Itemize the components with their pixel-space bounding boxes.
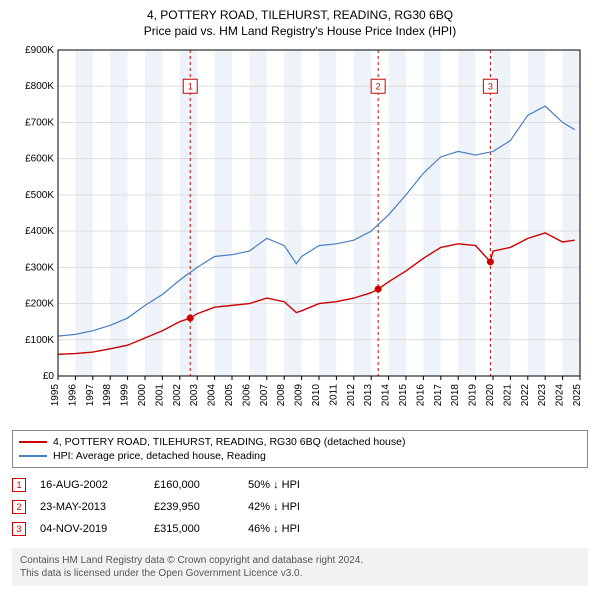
chart-title: 4, POTTERY ROAD, TILEHURST, READING, RG3…	[12, 8, 588, 22]
year-band	[145, 50, 162, 376]
legend-item: HPI: Average price, detached house, Read…	[19, 449, 581, 463]
year-band	[389, 50, 406, 376]
x-tick-label: 2023	[537, 384, 548, 407]
event-row-price: £315,000	[154, 523, 234, 535]
year-band	[423, 50, 440, 376]
x-tick-label: 2019	[468, 384, 479, 407]
year-band	[563, 50, 580, 376]
year-band	[249, 50, 266, 376]
x-tick-label: 2007	[259, 384, 270, 407]
legend: 4, POTTERY ROAD, TILEHURST, READING, RG3…	[12, 430, 588, 468]
legend-label: HPI: Average price, detached house, Read…	[53, 450, 266, 462]
x-tick-label: 2003	[189, 384, 200, 407]
event-row-marker: 1	[12, 478, 26, 492]
x-tick-label: 2000	[137, 384, 148, 407]
x-tick-label: 2010	[311, 384, 322, 407]
event-row-delta: 46% ↓ HPI	[248, 523, 338, 535]
year-band	[110, 50, 127, 376]
event-row: 2 23-MAY-2013 £239,950 42% ↓ HPI	[12, 496, 588, 518]
event-row-delta: 42% ↓ HPI	[248, 501, 338, 513]
event-row-date: 04-NOV-2019	[40, 523, 140, 535]
y-tick-label: £600K	[25, 154, 54, 165]
y-tick-label: £500K	[25, 190, 54, 201]
year-band	[458, 50, 475, 376]
y-tick-label: £400K	[25, 226, 54, 237]
footer-line-2: This data is licensed under the Open Gov…	[20, 567, 580, 580]
y-tick-label: £0	[43, 371, 55, 382]
y-tick-label: £200K	[25, 299, 54, 310]
event-marker-dot	[375, 286, 382, 293]
x-tick-label: 2017	[433, 384, 444, 407]
x-tick-label: 2004	[207, 384, 218, 407]
y-tick-label: £100K	[25, 335, 54, 346]
titles: 4, POTTERY ROAD, TILEHURST, READING, RG3…	[12, 8, 588, 38]
x-tick-label: 2015	[398, 384, 409, 407]
event-row: 3 04-NOV-2019 £315,000 46% ↓ HPI	[12, 518, 588, 540]
year-band	[319, 50, 336, 376]
event-row-delta: 50% ↓ HPI	[248, 479, 338, 491]
x-tick-label: 2009	[294, 384, 305, 407]
year-band	[284, 50, 301, 376]
legend-swatch	[19, 455, 47, 457]
x-tick-label: 1997	[85, 384, 96, 407]
event-row-date: 23-MAY-2013	[40, 501, 140, 513]
x-tick-label: 2011	[328, 384, 339, 406]
legend-swatch	[19, 441, 47, 443]
event-marker-dot	[487, 258, 494, 265]
x-tick-label: 2006	[241, 384, 252, 407]
x-tick-label: 2005	[224, 384, 235, 407]
x-tick-label: 2025	[572, 384, 583, 407]
year-band	[75, 50, 92, 376]
footer-note: Contains HM Land Registry data © Crown c…	[12, 548, 588, 586]
event-marker-number: 2	[376, 82, 381, 92]
event-row-date: 16-AUG-2002	[40, 479, 140, 491]
x-tick-label: 2016	[415, 384, 426, 407]
x-tick-label: 2018	[450, 384, 461, 407]
x-tick-label: 2020	[485, 384, 496, 407]
x-tick-label: 2013	[363, 384, 374, 407]
year-band	[528, 50, 545, 376]
events-table: 1 16-AUG-2002 £160,000 50% ↓ HPI 2 23-MAY-201…	[12, 474, 588, 540]
event-row-marker: 2	[12, 500, 26, 514]
year-band	[354, 50, 371, 376]
x-tick-label: 2012	[346, 384, 357, 407]
event-marker-number: 3	[488, 82, 493, 92]
chart-container: 4, POTTERY ROAD, TILEHURST, READING, RG3…	[0, 0, 600, 596]
x-tick-label: 1998	[102, 384, 113, 407]
footer-line-1: Contains HM Land Registry data © Crown c…	[20, 554, 580, 567]
event-row-price: £239,950	[154, 501, 234, 513]
legend-item: 4, POTTERY ROAD, TILEHURST, READING, RG3…	[19, 435, 581, 449]
event-marker-number: 1	[188, 82, 193, 92]
x-tick-label: 2022	[520, 384, 531, 407]
chart-area: £0 £100K £200K £300K £400K £500K £600K £700K £80…	[12, 44, 588, 424]
event-marker-dot	[187, 315, 194, 322]
chart-subtitle: Price paid vs. HM Land Registry's House …	[12, 24, 588, 38]
chart-svg: £0 £100K £200K £300K £400K £500K £600K £700K £80…	[12, 44, 588, 424]
y-tick-label: £800K	[25, 81, 54, 92]
x-tick-label: 2001	[154, 384, 165, 407]
y-tick-label: £700K	[25, 117, 54, 128]
x-tick-label: 1996	[67, 384, 78, 407]
x-tick-label: 1995	[50, 384, 61, 407]
legend-label: 4, POTTERY ROAD, TILEHURST, READING, RG3…	[53, 436, 405, 448]
event-row-marker: 3	[12, 522, 26, 536]
x-tick-label: 2024	[555, 384, 566, 407]
year-band	[493, 50, 510, 376]
x-tick-label: 2021	[502, 384, 513, 407]
y-tick-label: £300K	[25, 262, 54, 273]
year-band	[180, 50, 197, 376]
x-tick-label: 2008	[276, 384, 287, 407]
event-row-price: £160,000	[154, 479, 234, 491]
year-band	[215, 50, 232, 376]
x-tick-label: 2014	[381, 384, 392, 407]
event-row: 1 16-AUG-2002 £160,000 50% ↓ HPI	[12, 474, 588, 496]
x-tick-label: 2002	[172, 384, 183, 407]
y-tick-label: £900K	[25, 45, 54, 56]
x-tick-label: 1999	[120, 384, 131, 407]
